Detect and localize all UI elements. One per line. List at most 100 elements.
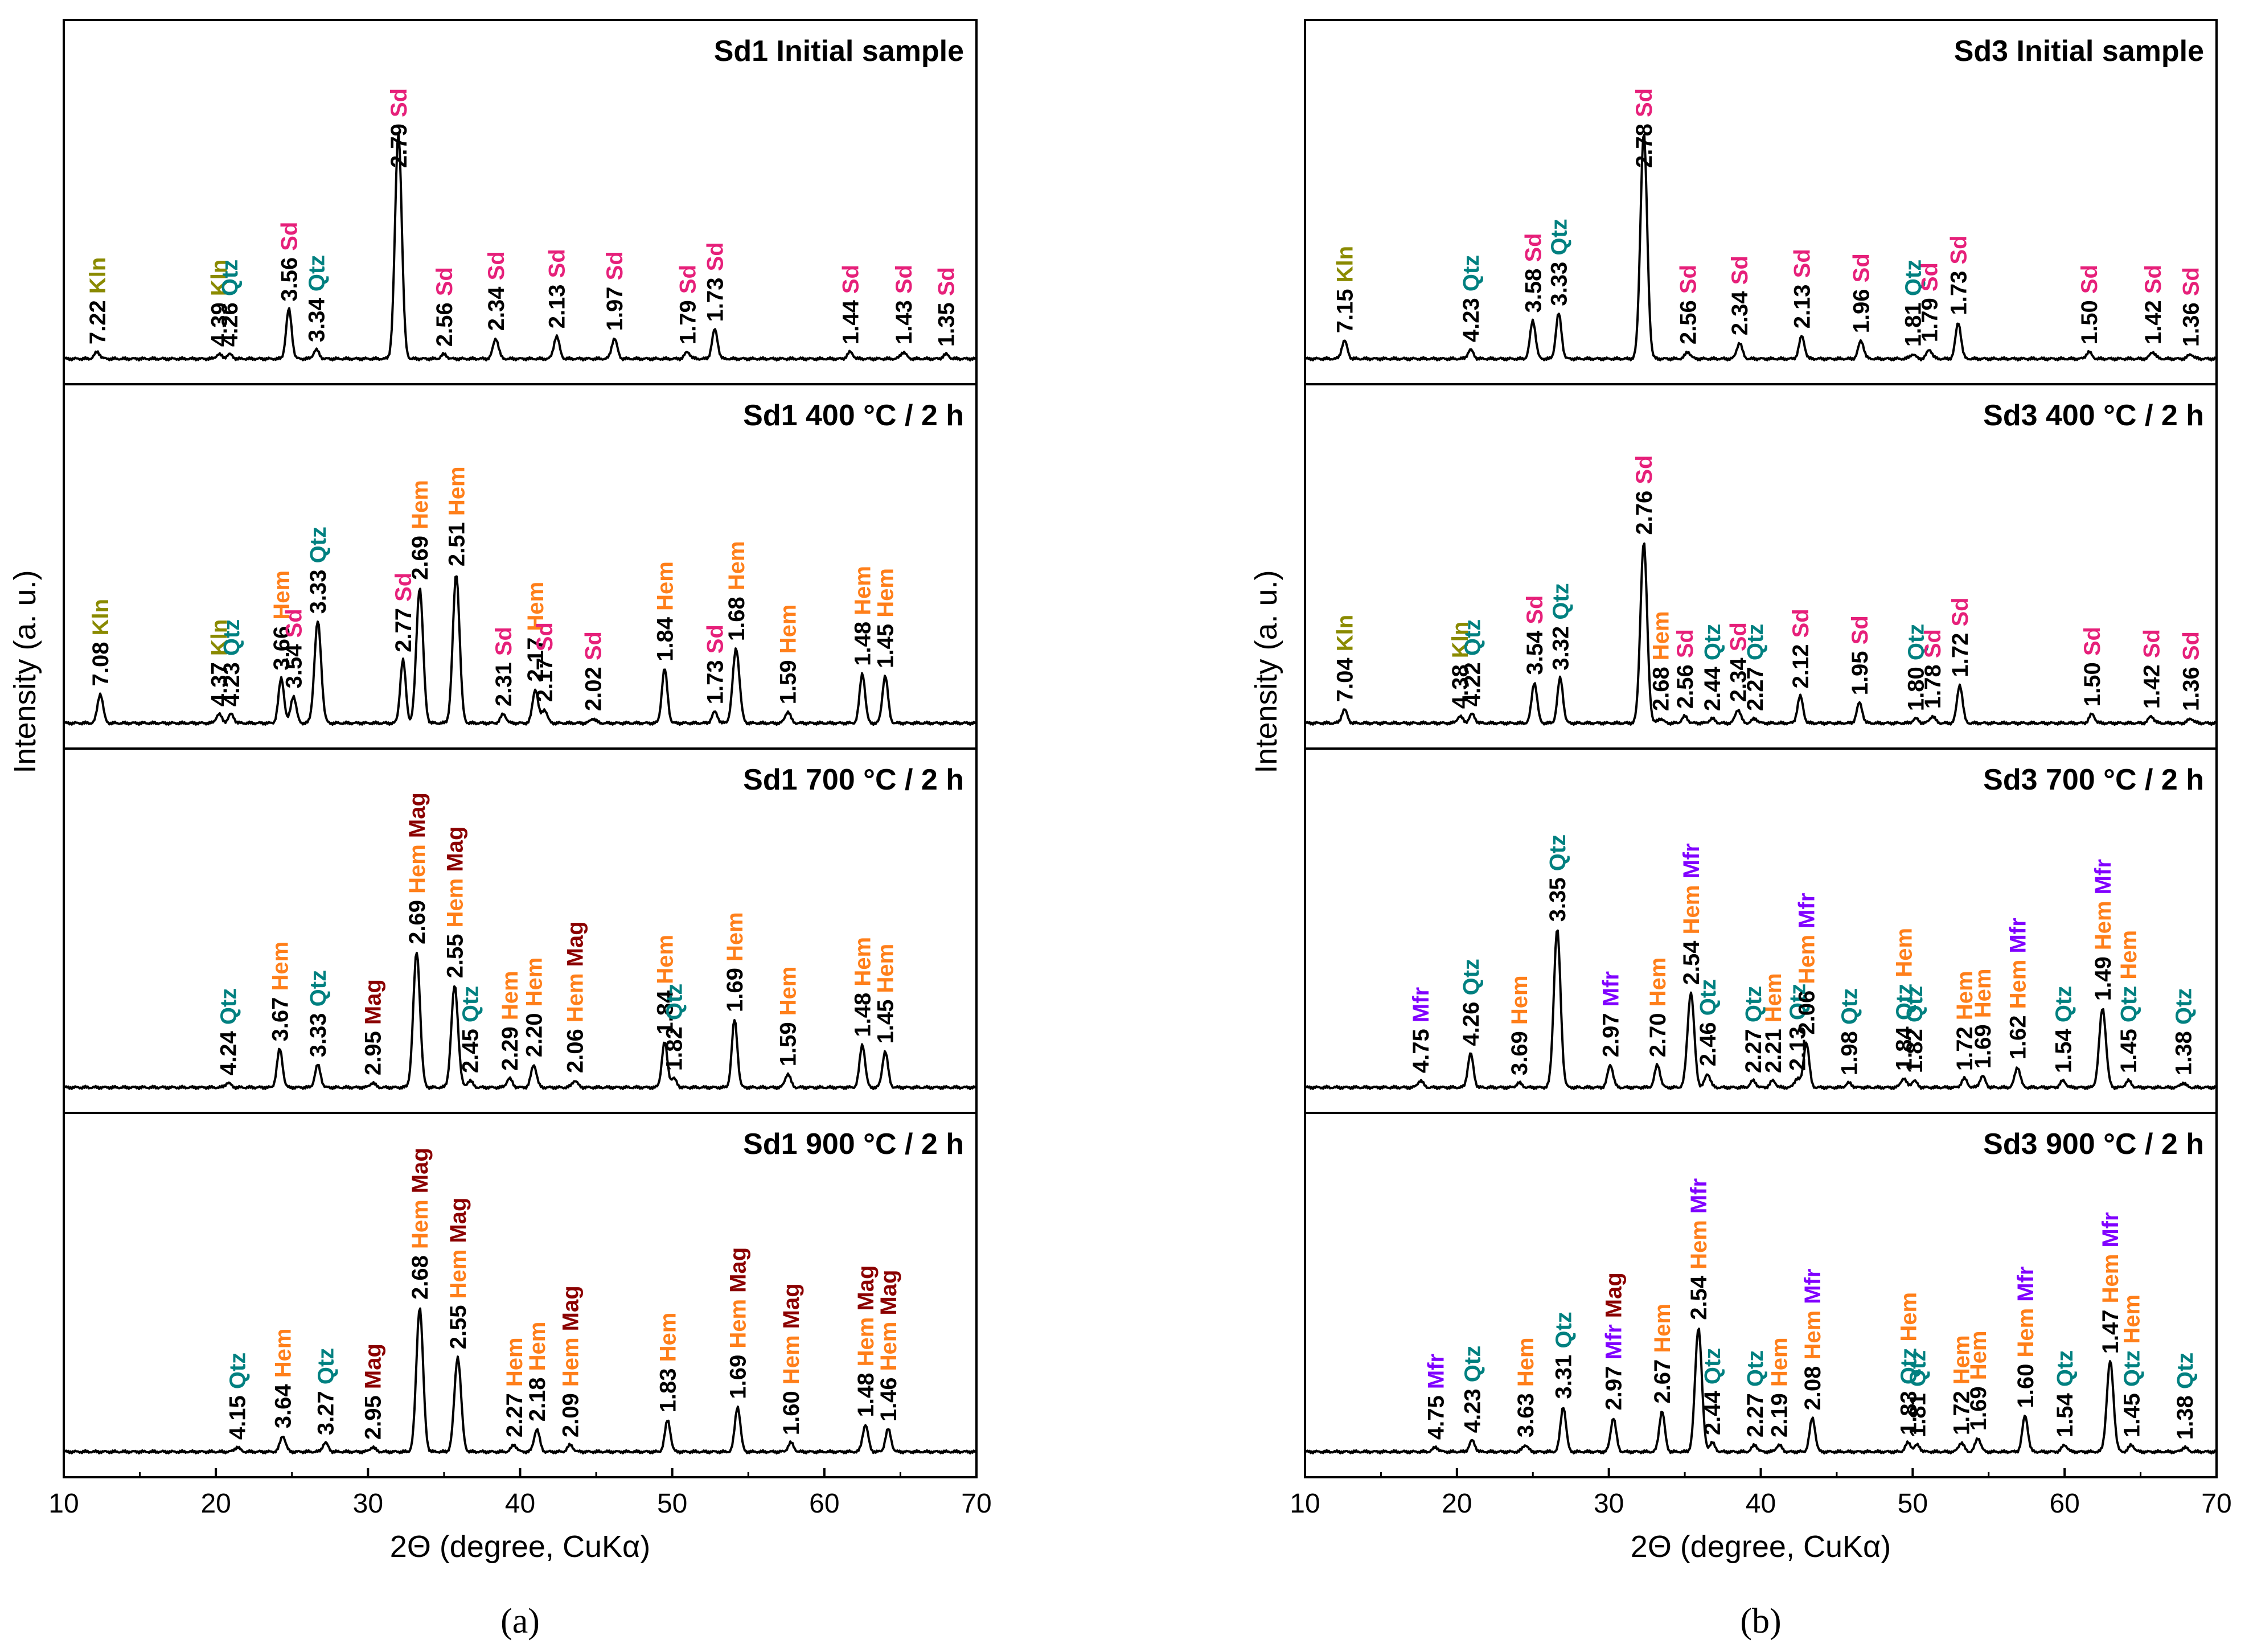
peak-d-spacing: 2.97 bbox=[1602, 1366, 1627, 1411]
peak-annotation: 2.02 Sd bbox=[581, 631, 606, 711]
peak-d-spacing: 3.56 bbox=[277, 257, 302, 302]
peak-annotation: 7.04 Kln bbox=[1332, 615, 1357, 702]
peak-phase-label: Mag bbox=[360, 1343, 385, 1395]
panel-title: Sd3 900 °C / 2 h bbox=[1983, 1128, 2204, 1161]
svg-text:4.39 Kln: 4.39 Kln bbox=[207, 260, 232, 347]
svg-text:1.79 Sd: 1.79 Sd bbox=[675, 265, 700, 344]
svg-text:1.69 Hem: 1.69 Hem bbox=[723, 912, 748, 1012]
peak-annotation: 1.69 Hem bbox=[723, 912, 748, 1012]
peak-phase-label: Qtz bbox=[1743, 1350, 1768, 1394]
x-tick-label: 60 bbox=[809, 1489, 839, 1519]
peak-annotation: 2.44 Qtz bbox=[1700, 624, 1725, 711]
peak-annotation: 2.56 Sd bbox=[1673, 629, 1698, 709]
peak-annotation: 2.76 Sd bbox=[1632, 455, 1657, 535]
svg-text:7.15 Kln: 7.15 Kln bbox=[1332, 246, 1357, 333]
svg-text:1.97 Sd: 1.97 Sd bbox=[602, 251, 627, 331]
peak-d-spacing: 1.38 bbox=[2173, 1395, 2198, 1440]
peak-d-spacing: 1.81 bbox=[1905, 1393, 1930, 1437]
peak-d-spacing: 2.17 bbox=[532, 657, 557, 702]
peak-d-spacing: 1.84 bbox=[652, 617, 678, 661]
peak-annotation: 2.21 Hem bbox=[1761, 973, 1786, 1073]
peak-d-spacing: 2.46 bbox=[1696, 1022, 1721, 1066]
peak-d-spacing: 2.70 bbox=[1645, 1013, 1671, 1057]
svg-text:4.26 Qtz: 4.26 Qtz bbox=[217, 260, 243, 347]
svg-text:1.82 Qtz: 1.82 Qtz bbox=[1902, 986, 1927, 1073]
peak-phase-label: Hem bbox=[1507, 975, 1532, 1031]
peak-annotation: 2.13 Sd bbox=[1790, 249, 1815, 328]
svg-text:1.36 Sd: 1.36 Sd bbox=[2179, 631, 2204, 711]
peak-phase-label: Sd bbox=[934, 267, 959, 302]
peak-annotation: 2.56 Sd bbox=[1676, 265, 1701, 344]
peak-d-spacing: 1.73 bbox=[703, 660, 728, 704]
peak-annotation: 2.06 Hem Mag bbox=[563, 921, 588, 1073]
svg-text:3.54 Sd: 3.54 Sd bbox=[281, 609, 306, 688]
peak-phase-label: Sd bbox=[2139, 629, 2164, 664]
peak-annotation: 3.58 Sd bbox=[1521, 233, 1546, 313]
peak-phase-label: Hem bbox=[502, 1337, 527, 1393]
x-tick-label: 40 bbox=[1746, 1489, 1776, 1519]
peak-phase-label: Qtz bbox=[216, 988, 241, 1032]
peak-phase-label: Sd bbox=[1849, 253, 1874, 289]
peak-phase-label: Qtz bbox=[1743, 624, 1768, 667]
peak-d-spacing: 2.95 bbox=[360, 1031, 385, 1075]
peak-phase-label: Hem bbox=[2005, 960, 2030, 1016]
peak-annotation: 1.81 Qtz bbox=[1901, 260, 1926, 347]
peak-phase-label: Sd bbox=[1521, 233, 1546, 268]
peak-phase-label: Kln bbox=[1332, 615, 1357, 658]
peak-phase-label: Hem bbox=[1896, 1292, 1921, 1348]
peak-d-spacing: 2.18 bbox=[525, 1377, 550, 1421]
xrd-chart-b: Sd3 Initial sample 7.15 Kln 4.23 Qtz 3.58 S… bbox=[1249, 19, 2232, 1641]
peak-d-spacing: 1.79 bbox=[675, 300, 700, 344]
peak-d-spacing: 2.19 bbox=[1767, 1393, 1792, 1437]
peak-annotation: 4.38 Kln bbox=[1448, 622, 1473, 709]
peak-phase-label: Kln bbox=[1448, 622, 1473, 665]
svg-text:2.97 Mfr Mag: 2.97 Mfr Mag bbox=[1602, 1272, 1627, 1410]
peak-d-spacing: 4.26 bbox=[217, 302, 243, 347]
peak-phase-label: Sd bbox=[581, 631, 606, 667]
svg-text:1.73 Sd: 1.73 Sd bbox=[1946, 235, 1971, 315]
xrd-pattern-line bbox=[63, 951, 977, 1090]
peak-d-spacing: 1.84 bbox=[1891, 1026, 1916, 1071]
peak-phase-label: Hem bbox=[1648, 611, 1673, 667]
peak-d-spacing: 1.84 bbox=[652, 990, 678, 1035]
peak-annotation: 2.19 Hem bbox=[1767, 1337, 1792, 1437]
peak-annotation: 1.42 Sd bbox=[2139, 629, 2164, 709]
svg-text:2.97 Mfr: 2.97 Mfr bbox=[1598, 971, 1623, 1057]
peak-annotation: 2.69 Hem Mag bbox=[405, 792, 430, 944]
peak-phase-label: Hem bbox=[1971, 969, 1996, 1025]
peak-annotation: 2.95 Mag bbox=[360, 1343, 385, 1440]
peak-annotation: 2.17 Hem bbox=[523, 582, 548, 682]
peak-d-spacing: 1.48 bbox=[853, 1373, 879, 1417]
peak-d-spacing: 2.12 bbox=[1788, 644, 1813, 689]
peak-d-spacing: 1.83 bbox=[1896, 1391, 1921, 1435]
peak-phase-label: Mag bbox=[779, 1283, 804, 1335]
peak-annotation: 2.69 Hem bbox=[408, 480, 433, 580]
peak-phase-label: Mfr bbox=[1409, 987, 1434, 1029]
peak-phase-label: Sd bbox=[1848, 615, 1873, 651]
svg-text:1.72 Hem: 1.72 Hem bbox=[1950, 1335, 1975, 1435]
peak-d-spacing: 7.08 bbox=[88, 642, 113, 687]
peak-phase-label: Qtz bbox=[2116, 986, 2141, 1029]
peak-phase-label: Hem bbox=[873, 944, 898, 1000]
svg-text:2.27 Qtz: 2.27 Qtz bbox=[1743, 1350, 1768, 1437]
peak-phase-label: Sd bbox=[391, 573, 416, 608]
svg-text:2.56 Sd: 2.56 Sd bbox=[1676, 265, 1701, 344]
peak-annotation: 1.69 Hem bbox=[1971, 969, 1996, 1069]
peak-annotation: 2.27 Qtz bbox=[1741, 986, 1766, 1073]
peak-d-spacing: 2.51 bbox=[444, 522, 469, 566]
peak-d-spacing: 1.43 bbox=[892, 300, 917, 344]
peak-d-spacing: 1.50 bbox=[2077, 300, 2102, 344]
svg-text:2.44 Qtz: 2.44 Qtz bbox=[1700, 624, 1725, 711]
svg-text:4.15 Qtz: 4.15 Qtz bbox=[225, 1353, 251, 1440]
svg-text:7.22 Kln: 7.22 Kln bbox=[85, 257, 110, 344]
peak-d-spacing: 4.37 bbox=[207, 662, 232, 706]
peak-d-spacing: 2.54 bbox=[1686, 1275, 1712, 1320]
peak-d-spacing: 2.13 bbox=[1790, 284, 1815, 328]
peak-annotation: 2.09 Hem Mag bbox=[559, 1285, 584, 1437]
peak-d-spacing: 2.06 bbox=[1795, 991, 1820, 1035]
peak-annotation: 1.84 Qtz Hem bbox=[1891, 928, 1916, 1071]
peak-phase-label: Hem bbox=[853, 1317, 879, 1373]
x-tick-label: 10 bbox=[48, 1489, 79, 1519]
peak-annotation: 1.50 Sd bbox=[2080, 627, 2105, 706]
svg-text:1.42 Sd: 1.42 Sd bbox=[2139, 629, 2164, 709]
